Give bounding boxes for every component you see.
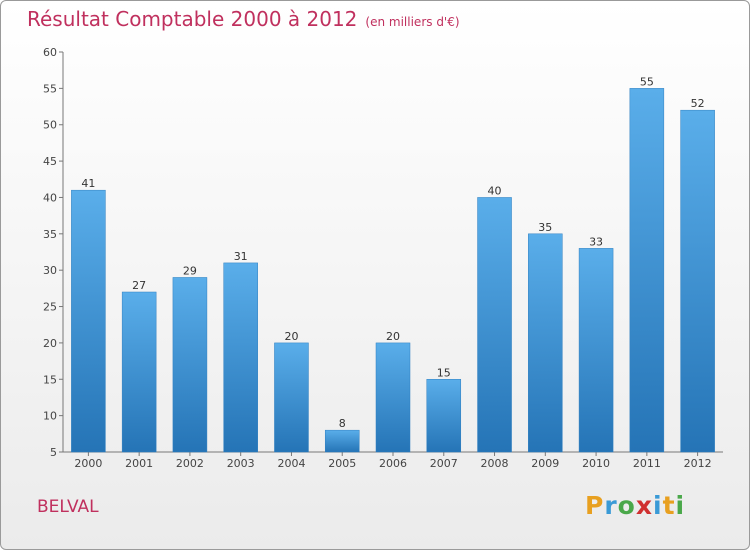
bar-2011 [629, 88, 665, 453]
bar-2002 [172, 277, 208, 453]
value-label-2001: 27 [132, 279, 146, 292]
x-tick-label-2001: 2001 [125, 457, 153, 470]
bar-2003 [223, 262, 258, 453]
logo-letter: x [635, 491, 653, 520]
bar-2010 [578, 248, 614, 453]
y-tick-label: 25 [43, 301, 57, 314]
y-tick-label: 40 [43, 191, 57, 204]
value-label-2012: 52 [691, 97, 705, 110]
y-tick-label: 60 [43, 46, 57, 59]
y-tick-label: 20 [43, 337, 57, 350]
x-tick-label-2003: 2003 [227, 457, 255, 470]
x-tick-label-2011: 2011 [633, 457, 661, 470]
x-tick-label-2009: 2009 [531, 457, 559, 470]
axes: 5 10 15 20 25 30 35 40 45 50 55 60 2000 2001 2002 2003 2… [43, 46, 723, 470]
x-tick-label-2000: 2000 [74, 457, 102, 470]
value-label-2011: 55 [640, 75, 654, 88]
commune-name: BELVAL [37, 497, 99, 517]
x-tick-label-2010: 2010 [582, 457, 610, 470]
bar-2001 [121, 291, 157, 453]
bar-2000 [71, 189, 106, 453]
bar-2009 [528, 233, 563, 453]
value-label-2007: 15 [437, 366, 451, 379]
bar-2005 [324, 429, 360, 453]
value-label-2003: 31 [234, 250, 248, 263]
x-tick-label-2002: 2002 [176, 457, 204, 470]
logo-letter: o [617, 491, 636, 520]
y-tick-label: 5 [50, 446, 57, 459]
logo-letter: i [675, 491, 686, 520]
value-label-2010: 33 [589, 235, 603, 248]
bar-2004 [274, 342, 309, 453]
value-label-2002: 29 [183, 264, 197, 277]
logo-letter: r [604, 491, 618, 520]
proxiti-logo: Proxiti [585, 491, 685, 520]
chart-title: Résultat Comptable 2000 à 2012 (en millie… [27, 7, 460, 31]
x-tick-label-2012: 2012 [684, 457, 712, 470]
x-tick-label-2007: 2007 [430, 457, 458, 470]
bar-2008 [477, 197, 512, 453]
y-tick-label: 10 [43, 410, 57, 423]
x-tick-label-2006: 2006 [379, 457, 407, 470]
chart-title-text: Résultat Comptable 2000 à 2012 [27, 7, 358, 31]
bar-2007 [426, 379, 462, 453]
y-tick-label: 50 [43, 119, 57, 132]
bar-2006 [375, 342, 411, 453]
y-tick-label: 45 [43, 155, 57, 168]
logo-letter: i [653, 491, 663, 520]
value-label-2008: 40 [488, 184, 502, 197]
y-tick-label: 35 [43, 228, 57, 241]
chart-subtitle: (en milliers d'€) [365, 15, 460, 29]
y-tick-label: 15 [43, 373, 57, 386]
value-label-2009: 35 [538, 221, 552, 234]
logo-letter: t [662, 491, 676, 520]
x-tick-label-2005: 2005 [328, 457, 356, 470]
logo-letter: P [585, 491, 605, 520]
y-tick-label: 55 [43, 82, 57, 95]
bar-2012 [680, 109, 715, 453]
value-label-2000: 41 [81, 177, 95, 190]
bars: 41 27 29 31 20 8 20 15 40 35 33 55 52 [71, 75, 715, 453]
y-tick-label: 30 [43, 264, 57, 277]
value-label-2004: 20 [284, 330, 298, 343]
x-tick-label-2004: 2004 [277, 457, 305, 470]
x-tick-label-2008: 2008 [481, 457, 509, 470]
value-label-2006: 20 [386, 330, 400, 343]
value-label-2005: 8 [339, 417, 346, 430]
